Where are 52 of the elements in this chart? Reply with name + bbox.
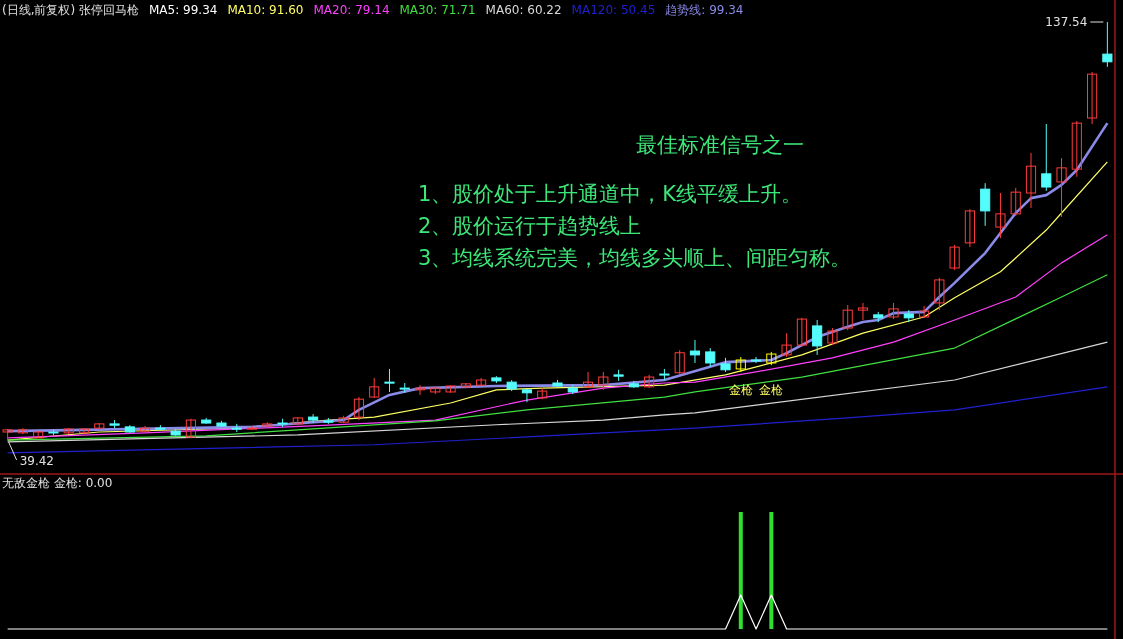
annotation: 金枪 xyxy=(728,383,753,398)
candlestick xyxy=(414,384,426,396)
candlestick xyxy=(796,317,807,348)
text: 趋势线: 99.34 xyxy=(665,3,744,17)
candlestick xyxy=(1056,157,1067,218)
annotation: 3、均线系统完美，均线多头顺上、间距匀称。 xyxy=(418,246,852,270)
annotation: 137.54 xyxy=(1045,15,1088,29)
candlestick xyxy=(246,425,258,431)
chart-title: (日线,前复权) 张停回马枪 xyxy=(2,3,139,17)
candlestick xyxy=(384,368,395,393)
annotation: 金枪 xyxy=(759,383,784,398)
chart-title: 无敌金枪 金枪: 0.00 xyxy=(2,476,113,490)
candlestick xyxy=(842,304,853,331)
candlestick xyxy=(582,371,594,389)
candlestick xyxy=(1087,71,1098,125)
candlestick xyxy=(857,302,869,321)
candlestick xyxy=(185,418,197,439)
text: MA120: 50.45 xyxy=(571,3,656,17)
candlestick xyxy=(644,374,655,389)
candlestick xyxy=(476,377,487,387)
candlestick xyxy=(781,332,792,358)
candlestick xyxy=(918,305,930,319)
candlestick xyxy=(934,277,945,311)
candlestick xyxy=(17,427,28,435)
candlestick xyxy=(705,347,716,368)
candlestick xyxy=(1041,123,1052,192)
candlestick xyxy=(689,339,701,364)
text: MA60: 60.22 xyxy=(485,3,562,17)
annotation: 2、股价运行于趋势线上 xyxy=(418,214,642,238)
candlestick xyxy=(78,427,90,435)
candlestick xyxy=(1010,187,1021,217)
candlestick xyxy=(964,208,975,248)
candlestick xyxy=(140,425,151,433)
text: MA20: 79.14 xyxy=(313,3,390,17)
text: MA30: 71.71 xyxy=(399,3,476,17)
annotation: 最佳标准信号之一 xyxy=(636,133,804,157)
candlestick xyxy=(1071,120,1082,178)
candlestick xyxy=(521,388,533,403)
candlestick xyxy=(949,244,960,271)
candlestick xyxy=(750,356,762,364)
candlestick xyxy=(353,396,365,421)
candlestick xyxy=(1102,21,1113,68)
candlestick xyxy=(674,349,685,375)
candlestick xyxy=(812,319,823,356)
candlestick xyxy=(1025,152,1037,209)
candlestick xyxy=(995,192,1006,239)
text: 39.42 xyxy=(19,454,54,468)
candlestick xyxy=(369,377,380,399)
annotation: 1、股价处于上升通道中，K线平缓上升。 xyxy=(418,182,803,206)
text: MA10: 91.60 xyxy=(227,3,304,17)
legend-label: MA5: 99.34 xyxy=(149,3,218,17)
candlestick xyxy=(980,182,991,227)
